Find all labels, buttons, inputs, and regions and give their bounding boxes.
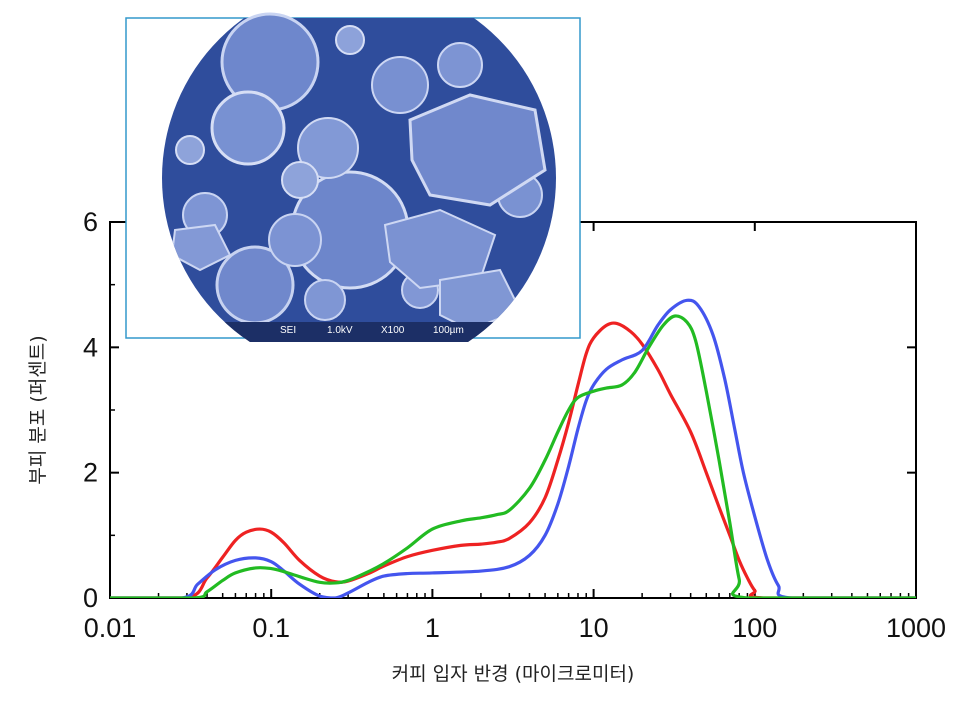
y-tick-label: 4	[83, 332, 98, 362]
x-tick-label: 100	[732, 613, 777, 643]
series-line-red	[110, 321, 916, 598]
x-tick-label: 1000	[886, 613, 946, 643]
x-tick-label: 0.1	[252, 613, 290, 643]
series-line-green	[110, 314, 916, 598]
y-axis-title: 부피 분포 (퍼센트)	[27, 335, 49, 484]
series-line-blue	[110, 298, 916, 598]
x-axis-title: 커피 입자 반경 (마이크로미터)	[392, 663, 635, 685]
x-tick-label: 10	[579, 613, 609, 643]
y-tick-label: 2	[83, 458, 98, 488]
sem-micrograph-image	[162, 12, 556, 342]
y-tick-label: 6	[83, 207, 98, 237]
sem-mode-label: SEI	[280, 325, 296, 336]
sem-scale-label: 100µm	[433, 325, 464, 336]
x-tick-label: 0.01	[84, 613, 137, 643]
x-axis: 0.01 0.1 1 10 100 1000	[84, 222, 946, 643]
y-tick-label: 0	[83, 583, 98, 613]
sem-inset: SEI 1.0kV X100 100µm	[125, 12, 581, 342]
y-axis: 0 2 4 6	[83, 207, 916, 613]
x-tick-label: 1	[425, 613, 440, 643]
sem-voltage-label: 1.0kV	[327, 325, 353, 336]
series-layer	[110, 298, 916, 598]
sem-magnification-label: X100	[381, 325, 405, 336]
